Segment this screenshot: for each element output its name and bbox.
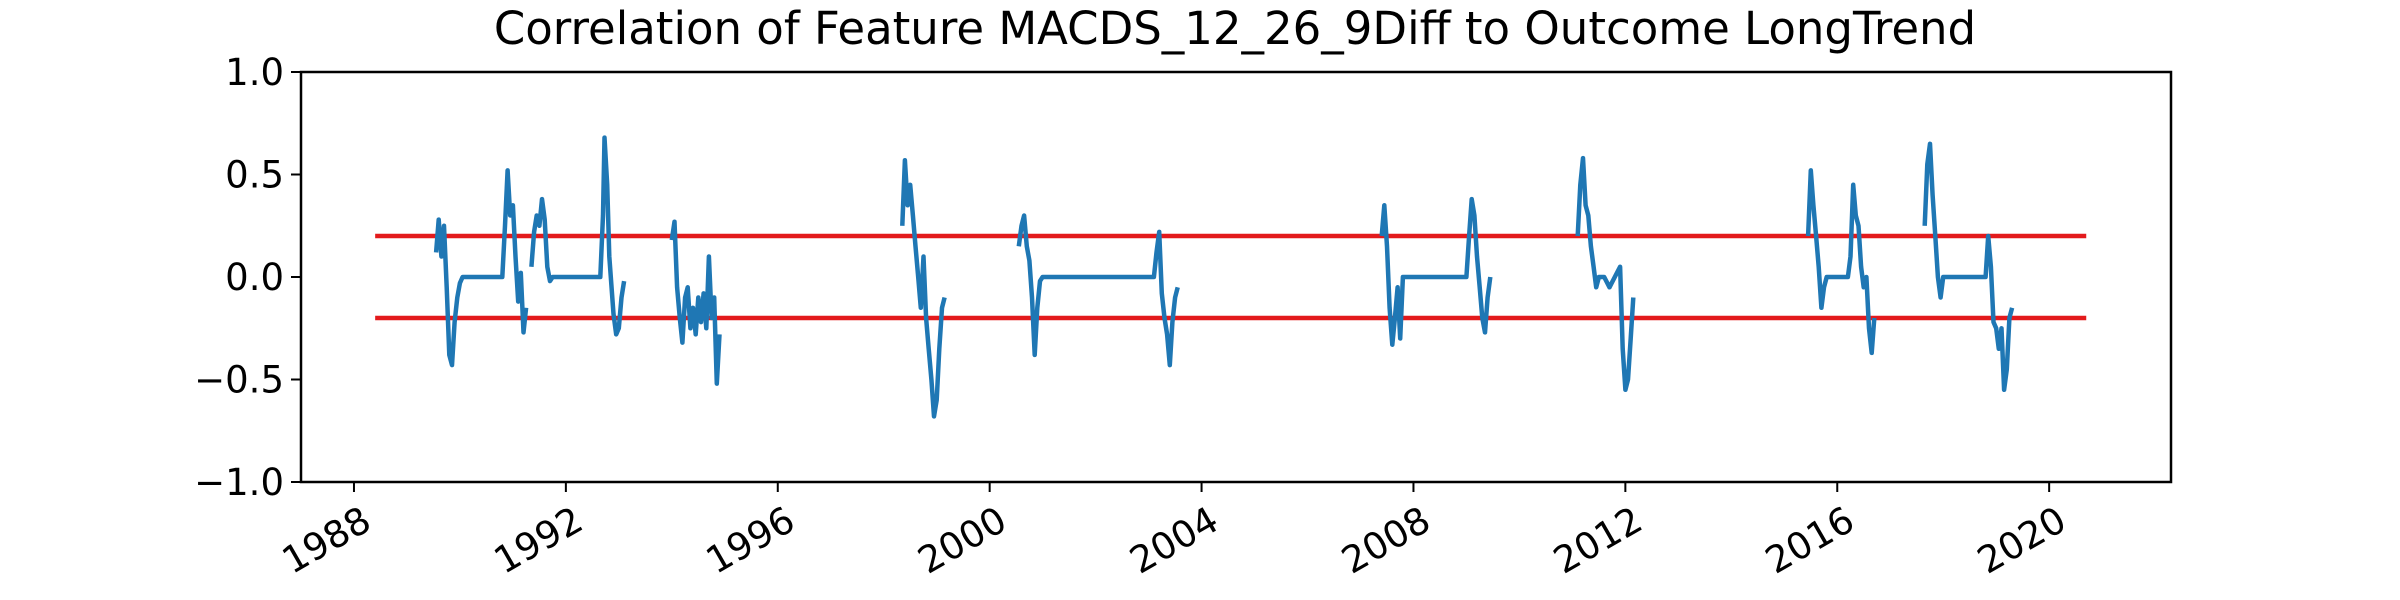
y-tick-label: −1.0 (194, 461, 284, 504)
x-axis: 1988 1992 1996 2000 2004 2008 2012 2016 2020 (275, 482, 2073, 582)
x-tick-label: 2012 (1546, 498, 1649, 582)
data-series (433, 135, 2015, 419)
y-tick-label: −0.5 (194, 359, 284, 402)
series-line-segment-7 (1575, 155, 1636, 393)
series-line-segment-6 (1379, 196, 1493, 347)
series-line-segment-2 (529, 135, 627, 337)
series-line-segment-9 (1922, 141, 2015, 393)
threshold-lines (375, 233, 2087, 321)
y-tick-label: 0.5 (225, 154, 284, 197)
series-line-segment-8 (1805, 168, 1877, 356)
x-tick-label: 2008 (1335, 498, 1438, 582)
x-tick-label: 2016 (1758, 498, 1861, 582)
series-line-segment-5 (1016, 213, 1180, 368)
series-line-segment-4 (900, 157, 947, 419)
x-tick-label: 2020 (1970, 498, 2073, 582)
series-line-segment-3 (669, 219, 722, 386)
x-tick-label: 2004 (1123, 498, 1226, 582)
x-tick-label: 1996 (699, 498, 802, 582)
x-tick-label: 2000 (911, 498, 1014, 582)
y-axis: −1.0 −0.5 0.0 0.5 1.0 (194, 51, 301, 504)
y-tick-label: 1.0 (225, 51, 284, 94)
series-line-segment-1 (433, 168, 529, 368)
chart-title: Correlation of Feature MACDS_12_26_9Diff… (494, 2, 1976, 55)
y-tick-label: 0.0 (225, 256, 284, 299)
x-tick-label: 1992 (487, 498, 590, 582)
x-tick-label: 1988 (275, 498, 378, 582)
